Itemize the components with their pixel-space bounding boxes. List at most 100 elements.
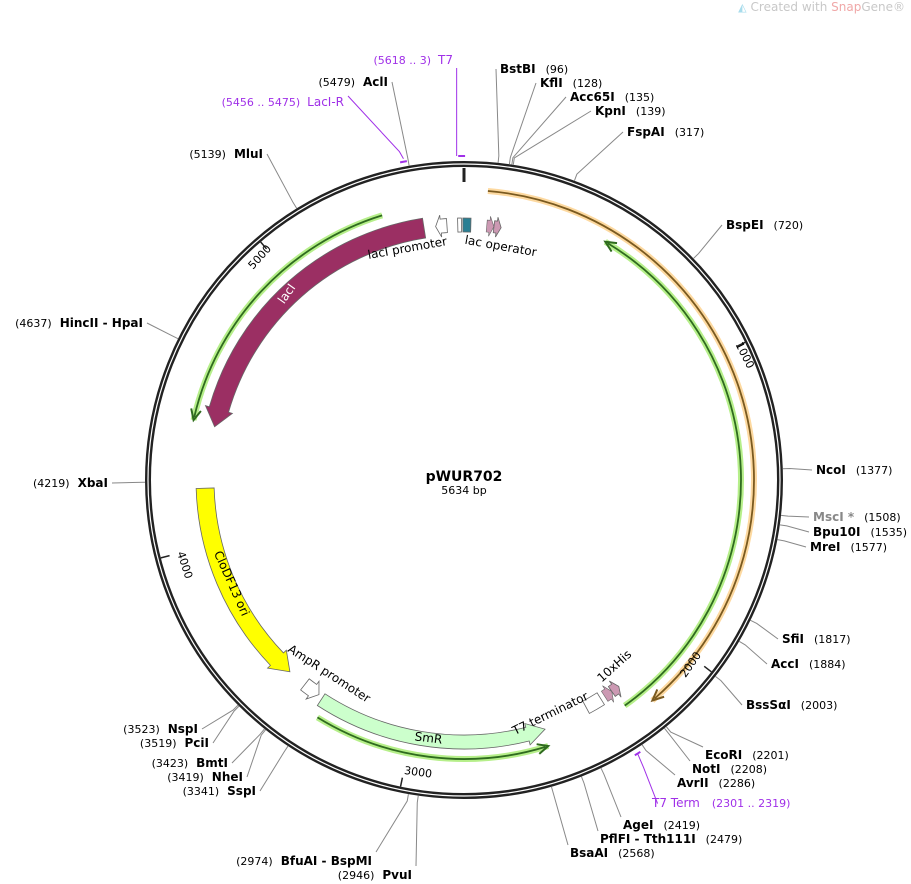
primer-leader-line	[637, 753, 659, 804]
primer-label: T7 Term (2301 .. 2319)	[651, 796, 790, 810]
enzyme-site-line	[495, 68, 500, 163]
enzyme-name: AgeI	[623, 818, 653, 832]
enzyme-site-line	[266, 153, 298, 209]
enzyme-label: (4637) HincII - HpaI	[15, 316, 143, 330]
enzyme-label: FspAI (317)	[627, 125, 704, 139]
enzyme-name: BsaAI	[570, 846, 608, 860]
primer-range: (2301 .. 2319)	[712, 797, 791, 810]
feature-10xhis	[607, 680, 622, 698]
enzyme-position: (1577)	[850, 541, 887, 554]
enzyme-label: SfiI (1817)	[782, 632, 851, 646]
enzyme-name: SspI	[227, 784, 256, 798]
enzyme-label: BsaAI (2568)	[570, 846, 655, 860]
tick-mark	[703, 665, 712, 673]
enzyme-position: (2974)	[236, 855, 273, 868]
enzyme-name: MluI	[234, 147, 263, 161]
primer-range: (5618 .. 3)	[373, 54, 431, 67]
enzyme-label: (3419) NheI	[167, 770, 243, 784]
enzyme-name: BmtI	[196, 756, 228, 770]
primer-layer: (5618 .. 3) T7 (5456 .. 5475) LacI-R T7 Term…	[222, 53, 791, 810]
enzyme-label: Bpu10I (1535)	[813, 525, 907, 539]
feature-smr	[316, 693, 546, 750]
feature-lac-operator	[492, 217, 502, 238]
enzyme-label: Acc65I (135)	[570, 90, 654, 104]
enzyme-site-line	[738, 640, 768, 665]
enzyme-position: (5479)	[318, 76, 355, 89]
enzyme-position: (5139)	[189, 148, 226, 161]
enzyme-site-line	[550, 786, 569, 846]
tick-label: 4000	[174, 550, 195, 581]
enzyme-site-line	[511, 96, 567, 165]
enzyme-label: PflFI - Tth111I (2479)	[600, 832, 742, 846]
enzyme-label: MreI (1577)	[810, 540, 887, 554]
tick-label: 3000	[403, 764, 433, 781]
enzyme-position: (2479)	[706, 833, 743, 846]
orf-halo	[487, 187, 757, 703]
enzyme-name: BfuAI - BspMI	[281, 854, 372, 868]
enzyme-label: (2974) BfuAI - BspMI	[236, 854, 372, 868]
orf-line	[193, 214, 383, 418]
orf-halo	[603, 239, 744, 709]
enzyme-site-line	[259, 745, 289, 792]
enzyme-name: NotI	[692, 762, 721, 776]
enzyme-position: (2568)	[618, 847, 655, 860]
enzyme-site-line	[663, 727, 691, 762]
tick-mark	[260, 241, 268, 250]
orf-line	[607, 242, 742, 707]
enzyme-position: (1535)	[870, 526, 907, 539]
enzyme-label: AgeI (2419)	[623, 818, 700, 832]
enzyme-name: FspAI	[627, 125, 665, 139]
enzyme-position: (720)	[774, 219, 804, 232]
orf-layer	[190, 187, 757, 762]
enzyme-name: HincII - HpaI	[60, 316, 143, 330]
enzyme-site-line	[512, 110, 592, 165]
snapgene-logo-icon: ◭	[738, 1, 747, 14]
enzyme-site-line	[580, 776, 599, 832]
enzyme-site-line	[201, 704, 239, 730]
enzyme-position: (4219)	[33, 477, 70, 490]
enzyme-name: PflFI - Tth111I	[600, 832, 696, 846]
primer-name: T7 Term	[651, 796, 700, 810]
orf-arrowhead-icon	[190, 408, 202, 423]
enzyme-site-line	[375, 794, 409, 853]
feature-arrow	[485, 216, 495, 237]
enzyme-label: AccI (1884)	[771, 657, 846, 671]
enzyme-name: KpnI	[595, 104, 626, 118]
enzyme-position: (4637)	[15, 317, 52, 330]
enzyme-position: (139)	[636, 105, 666, 118]
enzyme-position: (1508)	[864, 511, 901, 524]
feature-label: 10xHis	[594, 647, 634, 685]
enzyme-site-line	[573, 131, 624, 181]
orf-line	[316, 716, 546, 760]
enzyme-label: EcoRI (2201)	[705, 748, 789, 762]
enzyme-name: AvrII	[677, 776, 709, 790]
enzyme-position: (2201)	[752, 749, 789, 762]
feature-unlabeled	[462, 217, 472, 233]
primer-range: (5456 .. 5475)	[222, 96, 301, 109]
feature-label: T7 terminator	[509, 689, 590, 738]
enzyme-site-line	[146, 322, 179, 340]
enzyme-label: (5479) AclI	[318, 75, 388, 89]
enzyme-name: SfiI	[782, 632, 804, 646]
enzyme-position: (96)	[546, 63, 569, 76]
feature-ampr-promoter	[300, 678, 320, 700]
enzyme-position: (3423)	[152, 757, 189, 770]
enzyme-site-line	[665, 726, 704, 748]
enzyme-name: EcoRI	[705, 748, 742, 762]
enzyme-name: AccI	[771, 657, 799, 671]
enzyme-label: AvrII (2286)	[677, 776, 755, 790]
enzyme-site-line	[777, 539, 807, 548]
enzyme-label: MscI * (1508)	[813, 510, 901, 524]
enzyme-name: KflI	[540, 76, 563, 90]
enzyme-site-line	[693, 224, 723, 259]
feature-unlabeled	[457, 217, 462, 233]
feature-clodf13-ori	[195, 487, 291, 673]
primer-label: (5618 .. 3) T7	[373, 53, 453, 67]
enzyme-label: (3341) SspI	[183, 784, 256, 798]
feature-label: SmR	[414, 729, 443, 746]
enzyme-position: (2208)	[731, 763, 768, 776]
orf-line	[487, 190, 755, 700]
enzyme-position: (3419)	[167, 771, 204, 784]
tick-mark	[736, 341, 746, 347]
